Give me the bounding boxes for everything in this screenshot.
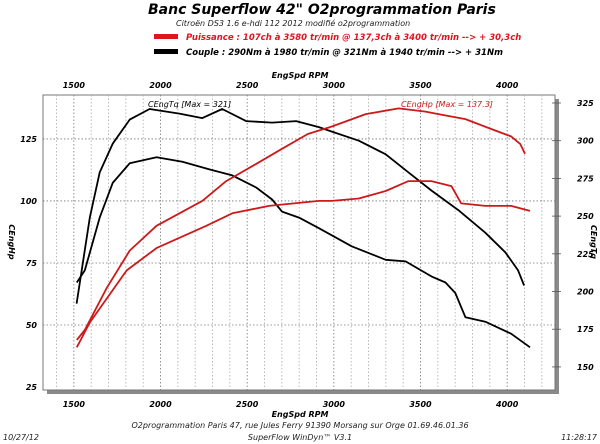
y-tick-label-right: 200: [577, 288, 594, 297]
y-tick-label-right: 225: [577, 250, 594, 259]
y-axis-label-right: CEngTq: [589, 225, 598, 259]
footer-software: SuperFlow WinDyn™ V3.1: [248, 433, 352, 442]
y-tick-label-right: 300: [577, 137, 594, 146]
y-tick-label-right: 275: [577, 174, 594, 183]
legend-power: Puissance : 107ch à 3580 tr/min @ 137,3c…: [186, 33, 521, 43]
x-tick-label-top: 4000: [495, 81, 519, 90]
footer-time: 11:28:17: [561, 433, 598, 442]
x-tick-label-top: 3000: [323, 81, 346, 90]
power-stock-line: [76, 180, 531, 348]
y-tick-label-left: 50: [26, 321, 38, 330]
chart-subtitle: Citroën DS3 1.6 e-hdi 112 2012 modifié o…: [176, 18, 410, 28]
x-tick-label-bottom: 4000: [495, 400, 519, 409]
annotation-torque-max: CEngTq [Max = 321]: [148, 100, 231, 109]
ticks: 25 50 75 100 125 150 175 200 225 250 275 300 325 1500…: [20, 81, 594, 409]
torque-modified-line: [75, 108, 525, 304]
annotation-power-max: CEngHp [Max = 137.3]: [401, 100, 493, 109]
y-tick-label-right: 250: [577, 212, 594, 221]
y-tick-label-left: 100: [20, 197, 37, 206]
y-tick-label-right: 325: [577, 99, 594, 108]
series-group: [75, 107, 531, 349]
y-tick-label-right: 175: [577, 325, 594, 334]
y-tick-label-left: 25: [26, 383, 38, 392]
legend-torque: Couple : 290Nm à 1980 tr/min @ 321Nm à 1…: [186, 48, 503, 58]
x-tick-label-top: 1500: [63, 81, 86, 90]
chart-title: Banc Superflow 42" O2programmation Paris: [148, 2, 496, 18]
legend-swatch-power: [154, 34, 178, 39]
x-axis-label-top: EngSpd RPM: [272, 71, 329, 80]
torque-stock-line: [76, 156, 531, 349]
x-axis-label-bottom: EngSpd RPM: [272, 410, 329, 419]
x-tick-label-bottom: 2000: [149, 400, 172, 409]
y-tick-label-left: 125: [20, 135, 37, 144]
x-tick-label-top: 3500: [409, 81, 432, 90]
y-tick-label-left: 75: [26, 259, 38, 268]
legend-swatch-torque: [154, 49, 178, 54]
x-tick-label-top: 2000: [149, 81, 172, 90]
x-tick-label-bottom: 3000: [323, 400, 346, 409]
x-tick-label-bottom: 1500: [63, 400, 86, 409]
grid: [43, 95, 555, 390]
footer-date: 10/27/12: [3, 433, 39, 442]
x-tick-label-bottom: 3500: [409, 400, 432, 409]
y-axis-label-left: CEngHp: [7, 224, 16, 259]
power-modified-line: [76, 107, 526, 341]
y-tick-label-right: 150: [577, 363, 594, 372]
footer-address: O2programmation Paris 47, rue Jules Ferr…: [131, 421, 468, 430]
x-tick-label-bottom: 2500: [236, 400, 259, 409]
x-tick-label-top: 2500: [236, 81, 259, 90]
